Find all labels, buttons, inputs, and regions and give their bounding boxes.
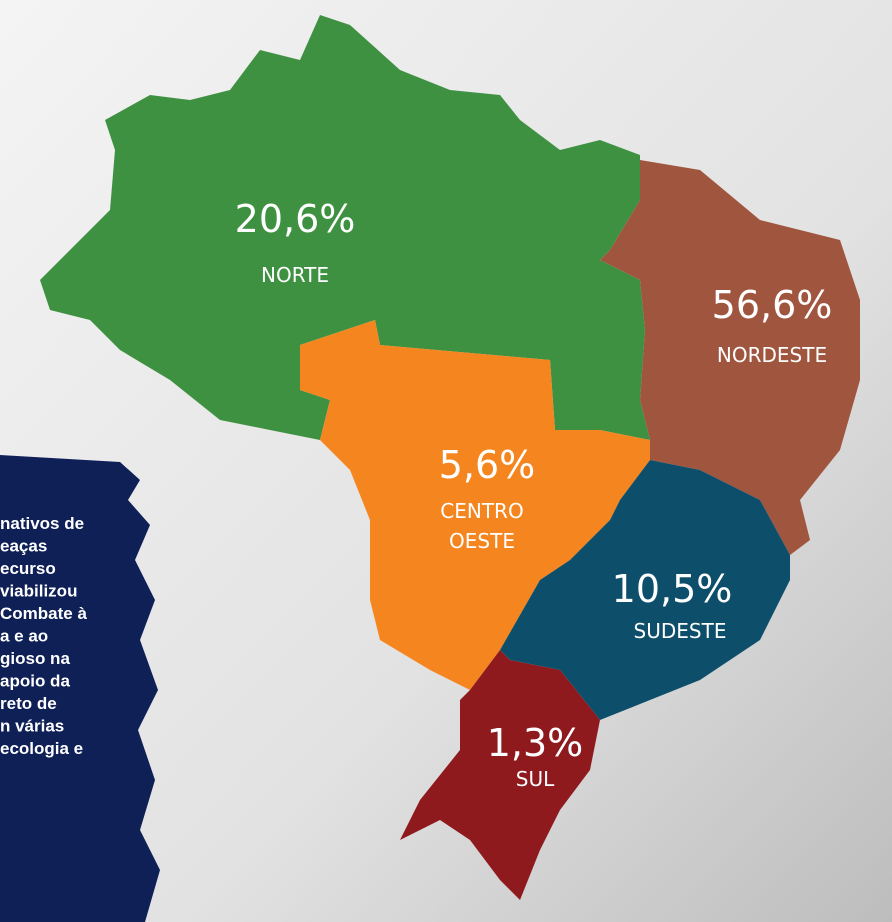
percent: 20,6% xyxy=(235,197,356,241)
page: nativos de eaças ecurso viabilizou Combate à… xyxy=(0,0,892,922)
percent: 5,6% xyxy=(439,443,536,487)
side-text-line: n várias xyxy=(0,717,64,736)
side-text-line: Combate à xyxy=(0,604,87,623)
percent: 56,6% xyxy=(712,283,833,327)
percent: 1,3% xyxy=(487,721,584,765)
side-text-line: reto de xyxy=(0,694,57,713)
side-text-line: ecurso xyxy=(0,559,56,578)
region-name: NORDESTE xyxy=(717,343,827,367)
side-text-line: apoio da xyxy=(0,672,70,691)
region-name: SUDESTE xyxy=(634,619,727,643)
side-text-line: gioso na xyxy=(0,649,70,668)
side-text-line: a e ao xyxy=(0,627,48,646)
region-name: NORTE xyxy=(261,263,329,287)
side-text-line: eaças xyxy=(0,537,47,556)
region-name: SUL xyxy=(516,767,555,791)
side-text-line: ecologia e xyxy=(0,739,83,758)
side-text-line: viabilizou xyxy=(0,582,77,601)
percent: 10,5% xyxy=(612,567,733,611)
side-text-line: nativos de xyxy=(0,514,84,533)
